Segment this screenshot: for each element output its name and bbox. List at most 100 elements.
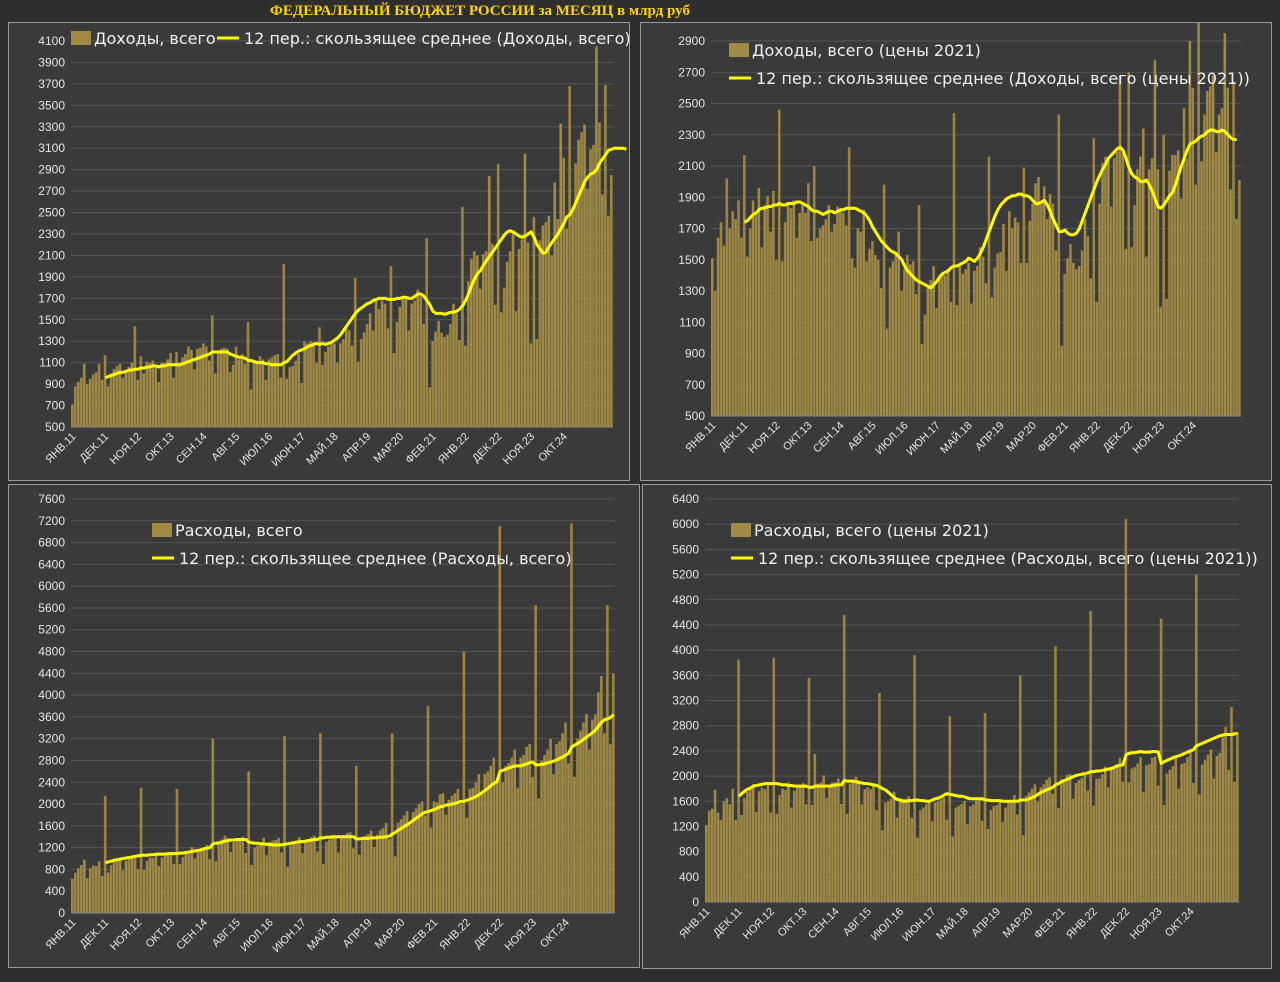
bar [1220, 108, 1224, 416]
bar [1139, 156, 1142, 417]
bar [480, 793, 484, 913]
x-tick-label: ОКТ.13 [781, 420, 815, 454]
bar [345, 832, 349, 913]
bar [452, 303, 455, 427]
bar [490, 243, 494, 427]
bar [818, 228, 822, 416]
bar [914, 294, 918, 417]
bar [112, 369, 116, 427]
bar [273, 355, 277, 427]
bar [450, 795, 454, 913]
bar [961, 273, 964, 416]
bar [467, 281, 470, 427]
y-tick-label: 800 [679, 845, 699, 859]
bar [1021, 835, 1025, 902]
bar [775, 813, 778, 902]
bar [1127, 72, 1130, 416]
bar [250, 865, 253, 913]
bar [881, 830, 884, 902]
y-tick-label: 6000 [672, 517, 699, 531]
bar [801, 205, 804, 416]
bar [1174, 155, 1177, 416]
bar [228, 372, 232, 427]
bar [998, 801, 1001, 902]
bar [455, 313, 458, 427]
bar [1057, 808, 1060, 902]
bar [258, 356, 262, 427]
bar [88, 868, 92, 913]
bar [1203, 114, 1206, 416]
bar [514, 311, 518, 427]
bar [815, 237, 819, 417]
bar [181, 856, 185, 913]
bar [321, 364, 324, 427]
bar [967, 262, 970, 417]
bar [1054, 250, 1058, 417]
bar [1045, 779, 1048, 902]
bar [205, 346, 208, 427]
bar [1186, 757, 1189, 902]
bar [432, 801, 436, 913]
bar [973, 270, 976, 416]
y-tick-label: 1500 [678, 253, 705, 267]
bar [795, 787, 799, 902]
bar [558, 741, 561, 913]
bar [301, 853, 304, 913]
x-tick-label: ИЮЛ.16 [238, 431, 276, 469]
x-tick-label: ИЮН.17 [904, 420, 942, 458]
y-tick-label: 7600 [38, 492, 65, 506]
bar [271, 840, 274, 913]
bar [1180, 764, 1183, 902]
bar [1139, 757, 1142, 902]
y-tick-label: 3500 [38, 98, 65, 112]
bar [598, 122, 601, 428]
bar [208, 859, 212, 913]
bar [130, 858, 134, 913]
bar [487, 176, 491, 427]
bar [1168, 769, 1172, 902]
bar [1025, 262, 1029, 417]
bar [1095, 301, 1098, 416]
bar [842, 614, 846, 902]
bar [891, 261, 895, 416]
bar [573, 776, 576, 913]
bar [458, 340, 461, 427]
bar [210, 315, 214, 427]
bar [579, 730, 582, 913]
bar [882, 184, 886, 416]
bar [1031, 203, 1034, 416]
bar [253, 847, 256, 913]
y-tick-label: 2800 [672, 719, 699, 733]
bar [517, 249, 521, 427]
bar [477, 774, 481, 913]
bar [486, 771, 490, 913]
bar [393, 856, 397, 913]
bar [1089, 611, 1092, 902]
bar [464, 345, 467, 427]
bar [583, 124, 586, 427]
bar [929, 280, 932, 416]
x-tick-label: ЯНВ.22 [1067, 420, 1103, 456]
bar [1010, 228, 1014, 416]
bar [983, 713, 987, 902]
bar [368, 313, 372, 427]
bar [489, 765, 493, 913]
bar [954, 807, 957, 902]
x-tick-label: ЯНВ.11 [43, 431, 78, 466]
bar [1092, 805, 1095, 902]
bar [1133, 205, 1136, 416]
bar [592, 145, 595, 427]
bar [1005, 270, 1008, 416]
y-tick-label: 2000 [38, 797, 65, 811]
bar [502, 287, 506, 427]
x-tick-label: НОЯ.23 [501, 431, 537, 467]
bar [235, 840, 239, 913]
y-tick-label: 5200 [672, 568, 699, 582]
bar [1075, 269, 1078, 417]
bar [913, 655, 916, 902]
bar [285, 378, 289, 427]
bar [246, 321, 250, 427]
bar [496, 164, 500, 427]
bar [898, 799, 902, 902]
bar [930, 821, 934, 902]
